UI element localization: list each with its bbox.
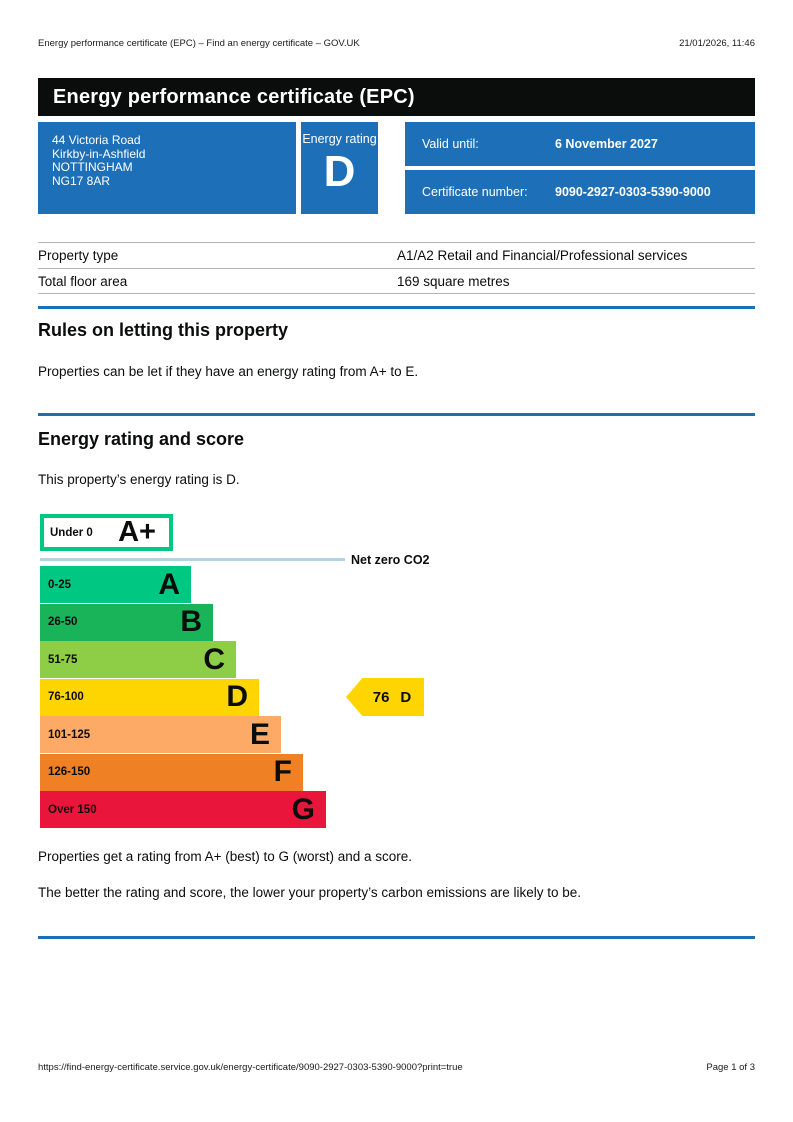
valid-until-box: Valid until: 6 November 2027 [405,122,755,166]
rating-heading: Energy rating and score [38,429,245,449]
certificate-info-panel: Valid until: 6 November 2027 Certificate… [405,122,755,214]
property-address-panel: 44 Victoria Road Kirkby-in-Ashfield NOTT… [38,122,296,214]
page-title-banner: Energy performance certificate (EPC) [38,78,755,116]
print-header-datetime: 21/01/2026, 11:46 [679,38,755,49]
address-line: NG17 8AR [52,173,111,188]
property-details-table: Property type A1/A2 Retail and Financial/… [38,242,755,294]
band-range-label: 26-50 [48,616,78,628]
certificate-number-value: 9090-2927-0303-5390-9000 [555,185,711,199]
row-value: A1/A2 Retail and Financial/Professional … [397,248,688,263]
energy-rating-chart: Under 0 A+ Net zero CO2 0-25 A 26-50 B 51-75… [40,514,700,829]
certificate-number-label: Certificate number: [422,185,528,199]
rating-band-a-plus: Under 0 A+ [40,514,173,551]
energy-rating-label: Energy rating [302,132,377,146]
current-score-arrow: 76 D [346,678,424,716]
table-row: Total floor area 169 square metres [38,268,755,294]
band-range-label: Over 150 [48,803,97,816]
address-line: 44 Victoria Road [52,133,141,147]
band-letter: G [291,792,315,826]
rating-band-g: Over 150 G [40,791,326,828]
rating-band-a: 0-25 A [40,566,191,603]
energy-rating-panel: Energy rating D [301,122,378,214]
band-range-label: 126-150 [48,766,91,778]
band-range-label: Under 0 [50,526,93,539]
current-score: 76 [372,688,390,706]
rating-note-2: The better the rating and score, the low… [38,885,582,900]
current-band: D [400,688,412,706]
page-title: Energy performance certificate (EPC) [53,85,415,108]
section-divider [38,413,755,416]
certificate-summary: 44 Victoria Road Kirkby-in-Ashfield NOTT… [38,122,755,214]
band-range-label: 51-75 [48,653,78,666]
band-letter: E [249,717,270,751]
print-footer-url: https://find-energy-certificate.service.… [38,1062,463,1073]
band-range-label: 0-25 [48,578,72,591]
band-letter: A [158,567,180,601]
rating-band-b: 26-50 B [40,603,213,641]
print-footer-page: Page 1 of 3 [706,1062,755,1073]
rating-band-f: 126-150 F [40,753,303,791]
rating-note-1: Properties get a rating from A+ (best) t… [38,849,413,864]
net-zero-label: Net zero CO2 [351,552,430,567]
row-value: 169 square metres [397,273,510,289]
energy-rating-value: D [323,147,356,196]
band-range-label: 101-125 [48,728,91,741]
net-zero-line [40,558,345,561]
valid-until-label: Valid until: [422,137,479,151]
band-letter: A+ [118,516,156,548]
band-range-label: 76-100 [48,691,84,703]
rating-band-d: 76-100 D [40,678,259,716]
band-letter: C [203,642,225,676]
certificate-number-box: Certificate number: 9090-2927-0303-5390-… [405,170,755,214]
print-footer: https://find-energy-certificate.service.… [38,1062,755,1073]
row-label: Total floor area [38,273,128,289]
rating-band-e: 101-125 E [40,716,281,753]
row-label: Property type [38,248,119,263]
band-letter: F [273,755,292,788]
valid-until-value: 6 November 2027 [555,137,658,151]
section-divider [38,936,755,939]
table-row: Property type A1/A2 Retail and Financial/… [38,242,755,268]
address-line: NOTTINGHAM [52,160,133,174]
section-divider [38,306,755,309]
rating-band-c: 51-75 C [40,641,236,678]
band-letter: D [226,680,248,713]
band-letter: B [180,605,202,638]
rules-body: Properties can be let if they have an en… [38,364,419,379]
net-zero-marker: Net zero CO2 [40,552,430,567]
rating-intro: This property’s energy rating is D. [38,472,240,487]
print-header-title: Energy performance certificate (EPC) – F… [38,38,360,49]
address-line: Kirkby-in-Ashfield [52,146,146,161]
print-header: Energy performance certificate (EPC) – F… [38,38,755,49]
rules-heading: Rules on letting this property [38,320,289,340]
